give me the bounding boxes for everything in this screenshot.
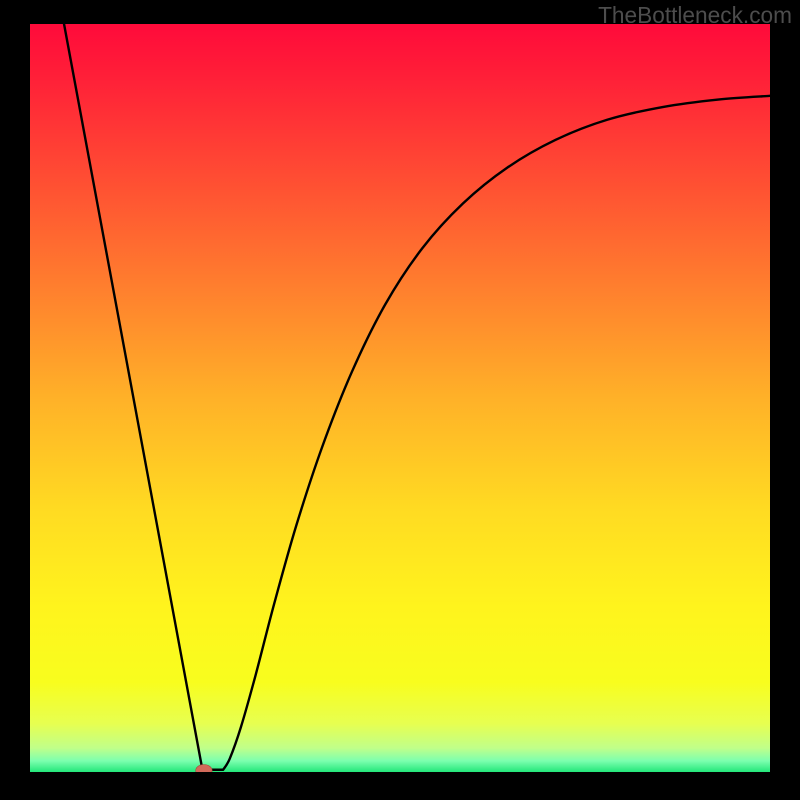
bottleneck-chart-svg [0,0,800,800]
chart-stage: TheBottleneck.com [0,0,800,800]
watermark-text: TheBottleneck.com [598,2,792,29]
plot-background-gradient [30,24,770,772]
